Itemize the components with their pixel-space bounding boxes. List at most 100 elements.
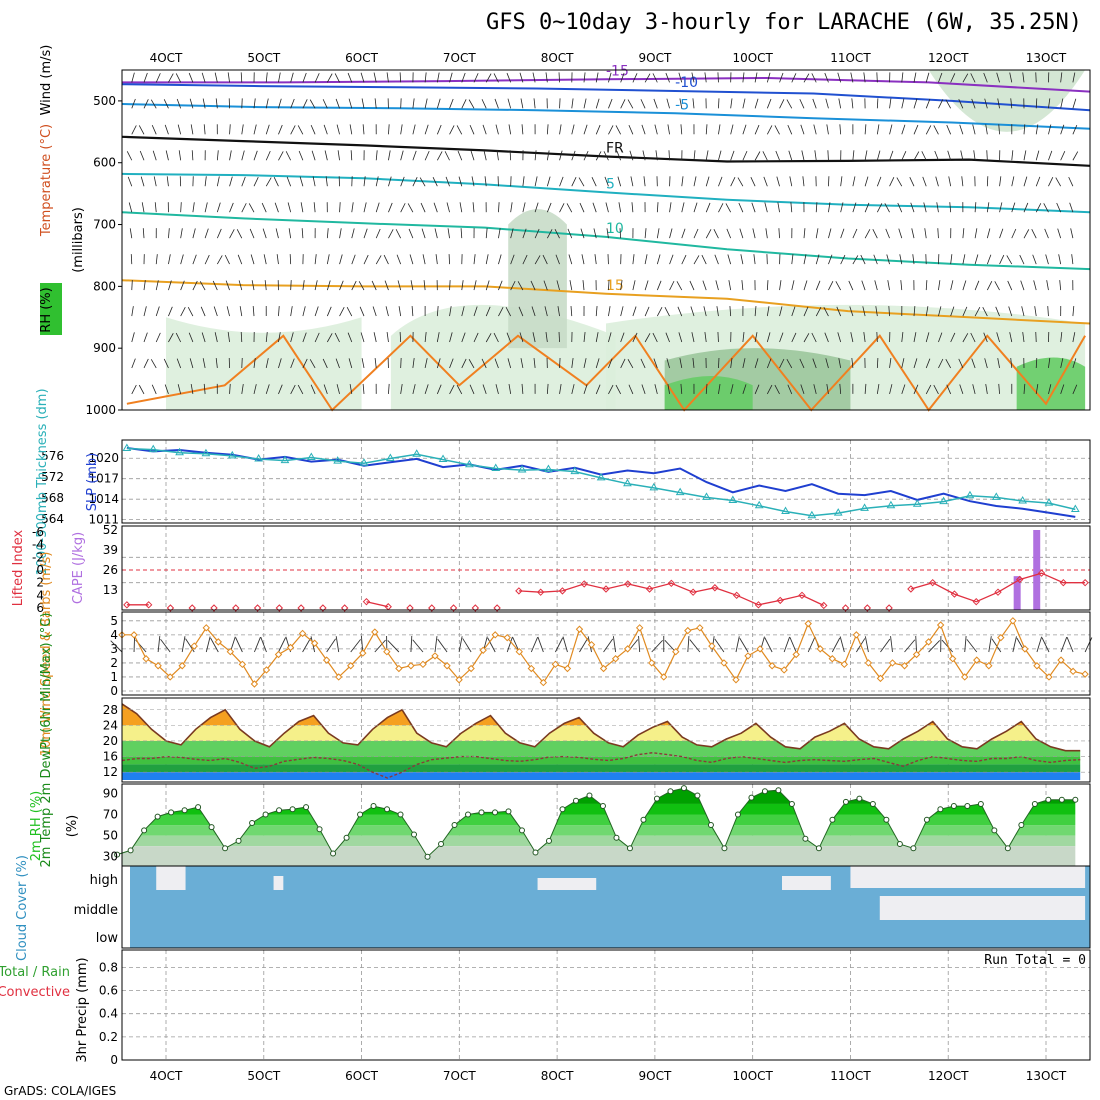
wind-barb: [1072, 384, 1078, 395]
wind-barb: [776, 176, 780, 187]
wind-barb: [351, 228, 355, 239]
thickness-marker: [754, 500, 764, 509]
wind-barb: [168, 333, 174, 343]
wind-barb: [901, 124, 906, 135]
wind-barb: [164, 124, 169, 135]
wind-barb: [896, 177, 903, 187]
wind-barb: [409, 254, 414, 265]
wind-barb: [620, 332, 625, 343]
wind-barb: [1009, 72, 1013, 83]
wind-barb: [627, 359, 634, 369]
lifted-index-marker: [645, 585, 654, 593]
wind-barb: [985, 383, 988, 394]
wind-barb: [676, 281, 683, 291]
wind-barb: [1034, 306, 1037, 317]
wind-barb: [742, 98, 746, 109]
wind-barb: [314, 332, 320, 343]
wind-speed-marker: [431, 652, 439, 660]
rh-marker: [572, 797, 579, 804]
wind-barb: [913, 151, 920, 161]
wind-speed-marker: [539, 678, 548, 687]
wind-barb: [447, 228, 450, 239]
wind-barb: [522, 176, 525, 187]
wind-barb: [1060, 72, 1063, 83]
wind-barb: [909, 176, 915, 187]
precip-tick-label: 0.2: [99, 1030, 118, 1044]
wind-barb: [899, 254, 903, 265]
rh-marker: [303, 804, 310, 811]
wind-barb: [580, 228, 585, 239]
wind-barb: [362, 383, 365, 394]
precip-tick-label: 0.6: [99, 984, 118, 998]
wind-barb: [730, 384, 734, 395]
wind-barb: [521, 124, 524, 135]
wind-barb: [766, 125, 773, 135]
wind-barb: [555, 254, 560, 265]
wind-barb: [800, 384, 805, 395]
cape-tick-label: 13: [103, 583, 118, 597]
wind-barb: [595, 72, 599, 83]
wind-barb: [742, 124, 747, 135]
wind-barb: [373, 72, 377, 83]
wind-barb: [1021, 306, 1025, 317]
wind-barb: [274, 202, 279, 213]
wind-barb: [766, 280, 769, 291]
surface-wind-barb: [412, 639, 424, 653]
wind-speed-marker: [551, 660, 560, 669]
wind-barb: [595, 124, 601, 135]
wind-barb: [982, 306, 988, 317]
wind-barb: [693, 150, 696, 161]
rh-shading-4: [508, 209, 567, 349]
thickness-marker: [148, 444, 158, 453]
wind-barb: [995, 306, 1000, 317]
wind-barb: [309, 99, 316, 109]
isotherm-label: FR: [606, 141, 624, 157]
wind-barb: [812, 98, 817, 109]
wind-barb: [508, 384, 512, 394]
isotherm--5: [121, 103, 1091, 130]
wind-barb: [864, 124, 867, 135]
wind-barb: [825, 98, 829, 109]
lifted-index-marker: [798, 591, 806, 600]
wind-barb: [876, 383, 880, 394]
wind-barb: [718, 150, 722, 161]
rh-marker: [545, 837, 552, 844]
cloud-frame: [121, 865, 1091, 949]
surface-wind-barb: [941, 639, 954, 653]
rh-marker: [1004, 845, 1011, 852]
rh-shading-6: [664, 376, 753, 410]
wind-barb: [201, 72, 206, 83]
wind-barb: [494, 358, 499, 369]
wind-speed-marker: [298, 629, 307, 638]
wind-barb: [860, 254, 866, 265]
wind-speed-marker: [816, 645, 824, 653]
rh-tick-label: 70: [103, 808, 118, 822]
wind-barb: [436, 384, 442, 395]
wind-speed-marker: [347, 662, 355, 670]
wind-barb: [326, 228, 329, 239]
lifted-index-marker: [732, 591, 741, 600]
wind-barb: [335, 358, 340, 369]
wind-barb: [1035, 98, 1038, 109]
rh-marker: [330, 850, 337, 857]
wind-barb: [290, 280, 292, 291]
wind-barb: [131, 332, 135, 343]
wind-barb: [778, 228, 780, 239]
wind-barb: [322, 99, 328, 109]
wind-barb: [278, 332, 281, 343]
cape-tick-label: 26: [103, 563, 118, 577]
thickness-marker: [991, 492, 1001, 500]
wind-barb: [889, 358, 892, 369]
wind-barb: [766, 332, 771, 343]
wind-barb: [351, 280, 357, 291]
wind-barb: [163, 358, 169, 369]
wind-barb: [742, 332, 745, 343]
thickness-marker: [596, 472, 606, 481]
wind-barb: [933, 125, 939, 135]
wind-barb: [558, 331, 560, 343]
wind-barb: [422, 254, 426, 265]
wind-barb: [582, 280, 585, 291]
surface-wind-barb: [530, 637, 538, 653]
wind-barb: [962, 254, 966, 265]
